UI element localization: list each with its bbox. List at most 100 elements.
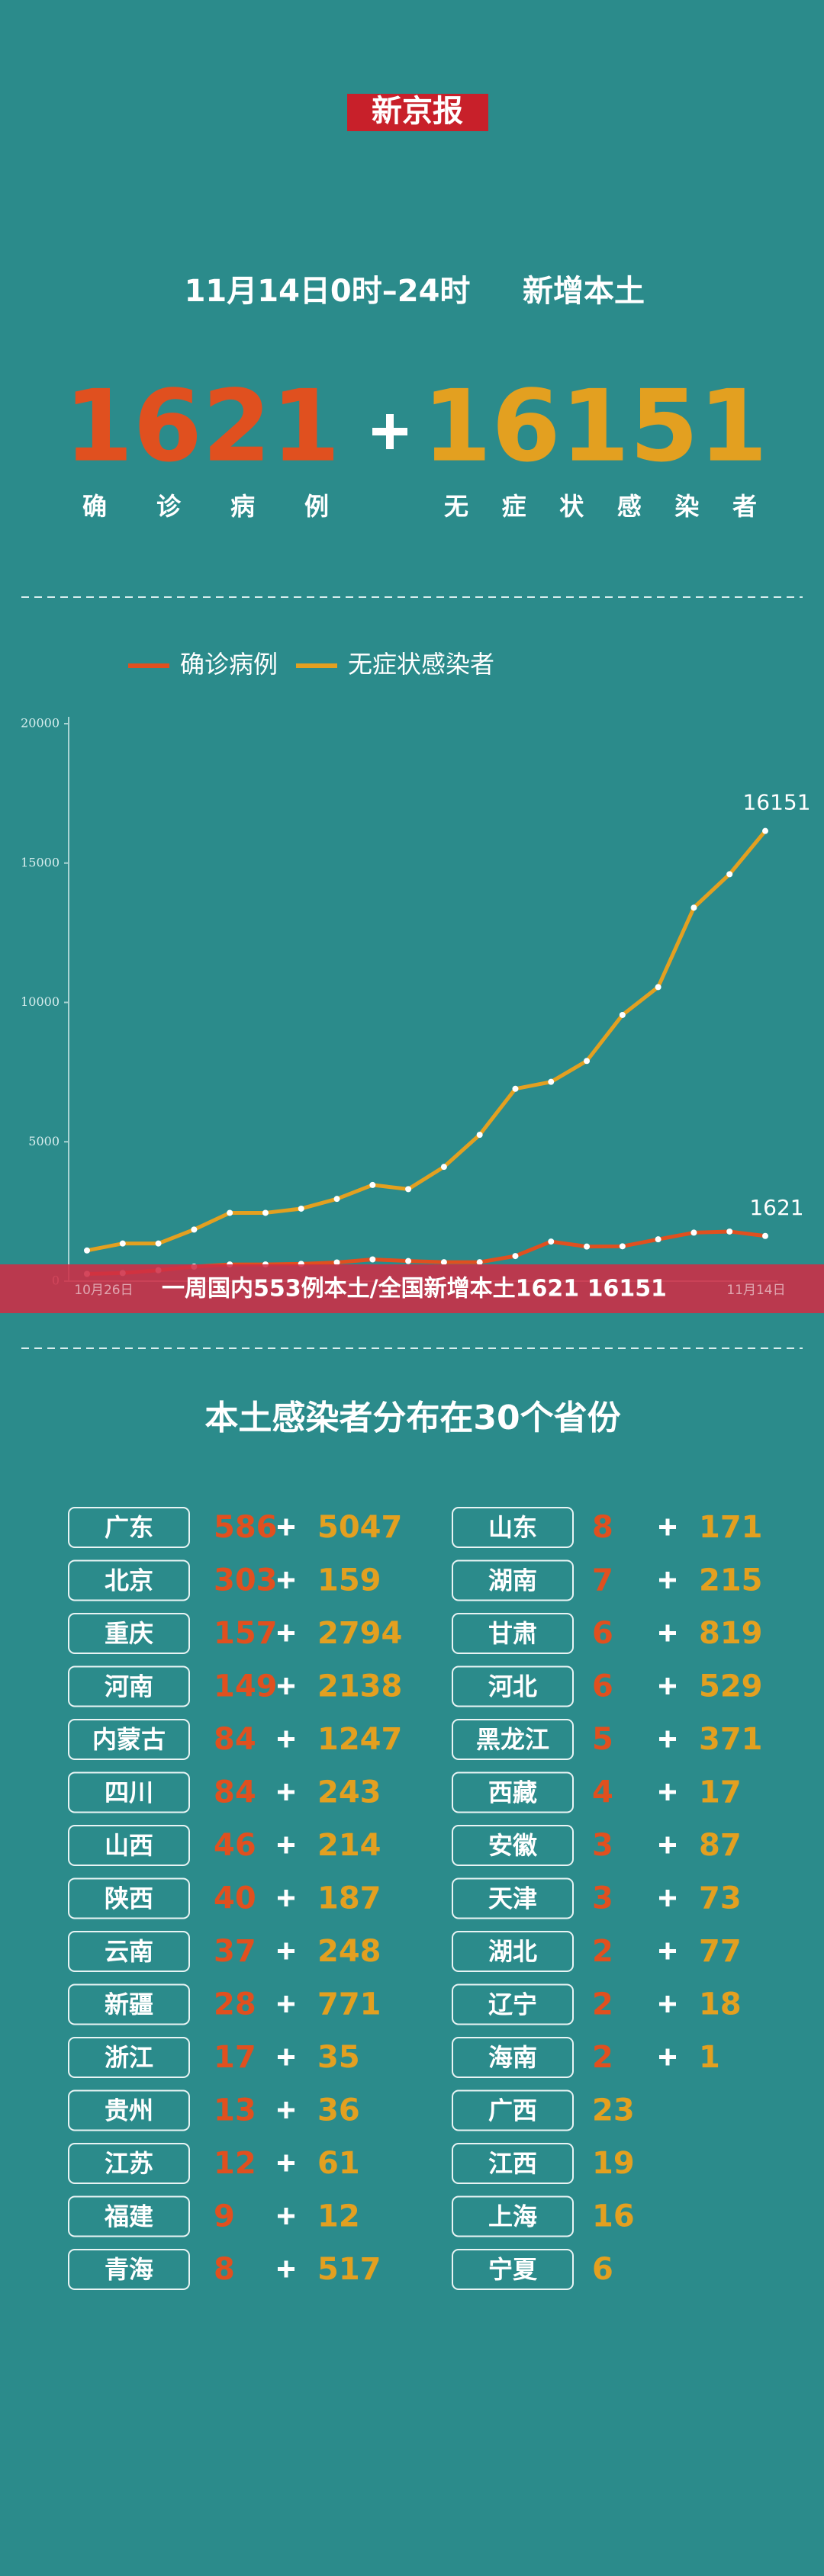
asymptomatic-count: 5047 bbox=[317, 1510, 402, 1545]
plus bbox=[284, 1836, 288, 1854]
asymptomatic-count: 18 bbox=[699, 1987, 742, 2022]
plus bbox=[665, 1730, 670, 1748]
banner-text: 一周国内553例本土/全国新增本土1621 16151 bbox=[162, 1276, 667, 1302]
province-box bbox=[452, 1613, 574, 1654]
province-name: 西藏 bbox=[488, 1778, 537, 1807]
province-name: 湖北 bbox=[488, 1937, 537, 1966]
confirmed-count: 157 bbox=[214, 1616, 278, 1651]
data-point bbox=[476, 1259, 483, 1266]
asymptomatic-count: 35 bbox=[317, 2040, 360, 2075]
province-name: 江苏 bbox=[105, 2149, 153, 2178]
confirmed-count: 2 bbox=[592, 1987, 613, 2022]
province-box bbox=[452, 2037, 574, 2078]
x-tick-label: 10月26日 bbox=[74, 1283, 133, 1298]
plus bbox=[665, 1784, 670, 1800]
plus bbox=[284, 1624, 288, 1642]
data-point bbox=[440, 1259, 447, 1266]
data-point bbox=[476, 1132, 483, 1139]
confirmed-count: 46 bbox=[214, 1828, 256, 1863]
asymptomatic-count: 2138 bbox=[317, 1669, 402, 1704]
data-point bbox=[512, 1253, 519, 1260]
data-point bbox=[84, 1247, 90, 1254]
asymptomatic-count: 61 bbox=[317, 2146, 360, 2181]
data-point bbox=[155, 1240, 162, 1247]
confirmed-count: 13 bbox=[214, 2093, 256, 2128]
province-box bbox=[452, 1559, 574, 1601]
province-box bbox=[452, 2089, 574, 2131]
confirmed-count: 84 bbox=[214, 1775, 256, 1810]
legend-label: 确诊病例 bbox=[180, 650, 278, 679]
asymptomatic-count: 529 bbox=[699, 1669, 763, 1704]
asymptomatic-count: 187 bbox=[317, 1881, 381, 1916]
asymptomatic-count: 1 bbox=[699, 2040, 720, 2075]
total-label: 无症状感染者 bbox=[444, 492, 757, 521]
data-point bbox=[512, 1085, 519, 1092]
asymptomatic-count: 6 bbox=[592, 2252, 613, 2287]
province-name: 陕西 bbox=[105, 1884, 153, 1913]
confirmed-count: 3 bbox=[592, 1828, 613, 1863]
y-tick-label: 15000 bbox=[21, 855, 60, 869]
logo: 新京报 bbox=[372, 93, 463, 129]
data-point bbox=[227, 1209, 233, 1216]
province-name: 湖南 bbox=[488, 1566, 537, 1595]
confirmed-count: 28 bbox=[214, 1987, 256, 2022]
data-point bbox=[405, 1257, 412, 1264]
asymptomatic-count: 159 bbox=[317, 1563, 381, 1598]
province-box bbox=[452, 1665, 574, 1707]
confirmed-count: 5 bbox=[592, 1722, 613, 1757]
confirmed-count: 2 bbox=[592, 1934, 613, 1969]
province-name: 北京 bbox=[105, 1566, 153, 1595]
end-label: 1621 bbox=[749, 1195, 803, 1220]
total-confirmed: 1621 bbox=[64, 368, 340, 484]
plus bbox=[284, 1942, 288, 1960]
data-point bbox=[191, 1226, 198, 1233]
province-name: 云南 bbox=[105, 1937, 153, 1966]
asymptomatic-count: 248 bbox=[317, 1934, 381, 1969]
province-box bbox=[452, 1983, 574, 2025]
asymptomatic-count: 371 bbox=[699, 1722, 763, 1757]
series-line bbox=[86, 830, 767, 1253]
confirmed-count: 7 bbox=[592, 1563, 613, 1598]
plus bbox=[665, 1942, 670, 1960]
period: 11月14日0时–24时 bbox=[185, 274, 471, 309]
data-point bbox=[440, 1164, 447, 1171]
province-name: 河北 bbox=[488, 1672, 537, 1701]
banner-bg bbox=[0, 1264, 824, 1313]
confirmed-count: 9 bbox=[214, 2199, 235, 2234]
province-box bbox=[68, 1825, 190, 1866]
province-name: 江西 bbox=[488, 2149, 537, 2178]
asymptomatic-count: 771 bbox=[317, 1987, 381, 2022]
asymptomatic-count: 1247 bbox=[317, 1722, 402, 1757]
data-point bbox=[762, 1232, 768, 1239]
province-box bbox=[452, 1771, 574, 1813]
province-name: 浙江 bbox=[105, 2043, 153, 2072]
asymptomatic-count: 171 bbox=[699, 1510, 763, 1545]
logo-box bbox=[347, 94, 488, 131]
province-box bbox=[68, 2037, 190, 2078]
data-point bbox=[762, 827, 768, 834]
data-point bbox=[655, 1236, 661, 1243]
data-point bbox=[548, 1238, 555, 1245]
province-name: 安徽 bbox=[488, 1831, 538, 1860]
province-name: 上海 bbox=[488, 2202, 537, 2231]
asymptomatic-count: 87 bbox=[699, 1828, 742, 1863]
data-point bbox=[619, 1243, 626, 1250]
province-name: 海南 bbox=[488, 2043, 537, 2072]
asymptomatic-count: 73 bbox=[699, 1881, 742, 1916]
end-label: 16151 bbox=[742, 790, 810, 815]
province-name: 黑龙江 bbox=[476, 1725, 549, 1754]
province-box bbox=[68, 1613, 190, 1654]
data-point bbox=[690, 1229, 697, 1236]
asymptomatic-count: 2794 bbox=[317, 1616, 402, 1651]
y-tick-label: 20000 bbox=[21, 716, 60, 731]
asymptomatic-count: 17 bbox=[699, 1775, 742, 1810]
asymptomatic-count: 517 bbox=[317, 2252, 381, 2287]
province-name: 贵州 bbox=[105, 2096, 153, 2125]
data-point bbox=[369, 1256, 376, 1263]
plus bbox=[284, 1518, 288, 1536]
plus bbox=[284, 1730, 288, 1748]
data-point bbox=[548, 1078, 555, 1085]
province-box bbox=[452, 1877, 574, 1919]
data-point bbox=[584, 1243, 591, 1250]
